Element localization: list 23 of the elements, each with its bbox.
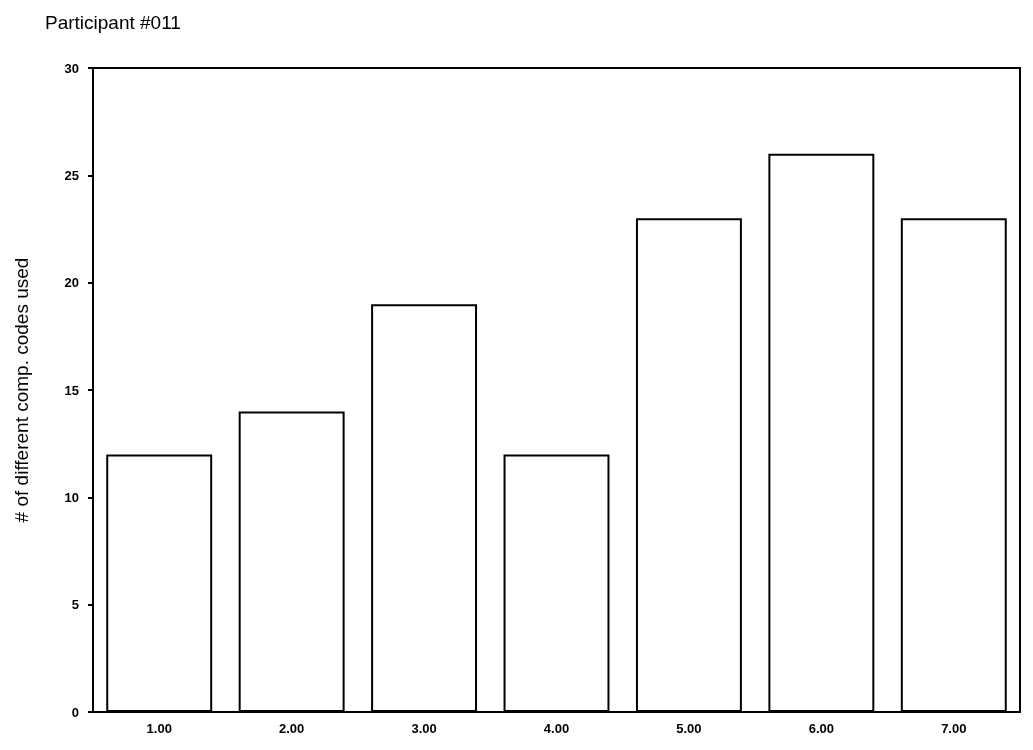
x-tick-label: 6.00: [808, 721, 835, 736]
chart-title: Participant #011: [45, 12, 181, 33]
y-tick-label: 5: [71, 597, 79, 613]
y-tick-label: 15: [64, 382, 79, 398]
bar: [503, 454, 610, 712]
y-tick-label: 10: [64, 489, 79, 505]
y-tick-label: 0: [71, 704, 79, 720]
x-tick-label: 4.00: [543, 721, 570, 736]
x-tick-label: 5.00: [676, 721, 702, 736]
y-tick-label: 25: [64, 167, 79, 183]
x-tick-label: 2.00: [278, 721, 305, 736]
bar: [371, 304, 478, 712]
bar: [635, 218, 742, 712]
y-tick-label: 30: [64, 60, 79, 76]
bar: [238, 411, 345, 712]
bar: [768, 153, 875, 712]
x-tick-label: 1.00: [146, 721, 172, 736]
x-tick-label: 3.00: [411, 721, 437, 736]
bar: [900, 218, 1007, 712]
y-tick-label: 20: [64, 275, 79, 291]
x-tick-label: 7.00: [941, 721, 967, 736]
y-axis-title: # of different comp. codes used: [11, 257, 32, 523]
bar: [106, 454, 213, 712]
